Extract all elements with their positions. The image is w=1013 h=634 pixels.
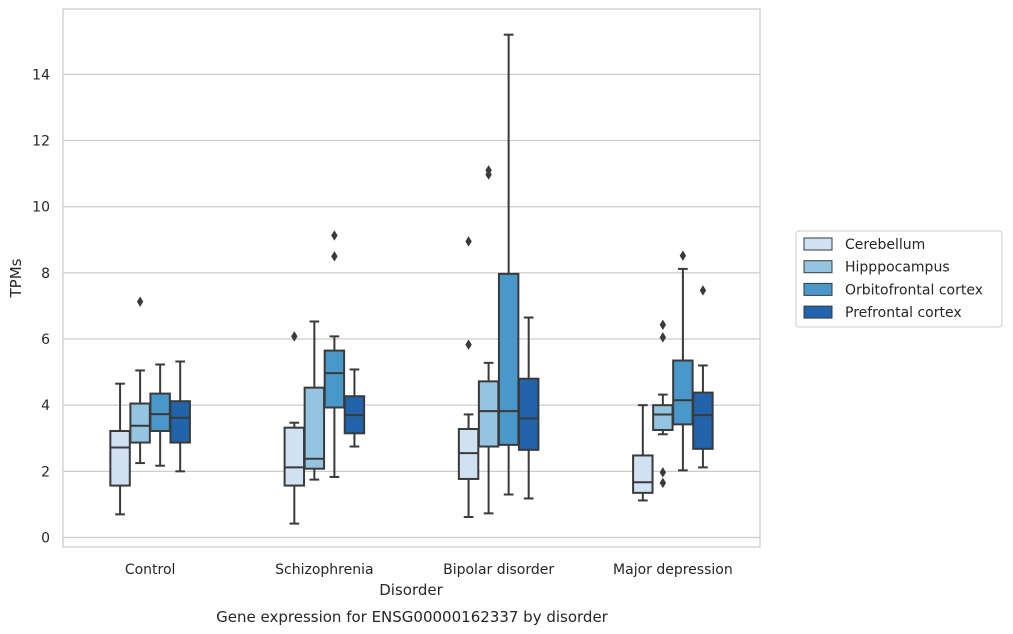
y-tick-label-12: 12 xyxy=(32,134,50,150)
y-axis-title: TPMs xyxy=(7,258,25,298)
box-2-1 xyxy=(129,296,151,465)
outlier-point xyxy=(659,477,667,489)
outlier-point xyxy=(465,236,472,247)
box-iqr xyxy=(672,359,694,426)
box-1-2 xyxy=(283,331,306,525)
box-iqr xyxy=(169,400,191,444)
box-iqr xyxy=(497,272,520,446)
y-tick-label-4: 4 xyxy=(41,398,50,414)
outlier-point xyxy=(659,319,667,330)
box-2-2 xyxy=(303,320,326,481)
box-iqr xyxy=(303,386,326,470)
outlier-point xyxy=(679,250,687,261)
box-iqr xyxy=(149,392,171,432)
x-tick-label-1: Control xyxy=(125,562,176,578)
box-4-1 xyxy=(169,360,191,473)
outlier-point xyxy=(659,467,667,478)
legend: Cerebellum Hipppocampus Orbitofrontal cort… xyxy=(795,230,1003,328)
outlier-point xyxy=(291,331,298,342)
box-iqr xyxy=(632,454,654,494)
x-tick-label-4: Major depression xyxy=(613,562,733,578)
legend-label-3: Orbitofrontal cortex xyxy=(845,282,983,298)
x-tick-label-2: Schizophrenia xyxy=(275,562,373,578)
outlier-point xyxy=(331,230,338,241)
box-iqr xyxy=(323,349,346,409)
box-1-1 xyxy=(109,382,131,516)
box-1-3 xyxy=(457,236,480,518)
box-3-4 xyxy=(672,250,694,472)
gridlines xyxy=(63,73,760,539)
box-1-4 xyxy=(632,404,654,502)
outlier-point xyxy=(485,165,492,176)
legend-swatch-1 xyxy=(803,237,833,251)
boxes xyxy=(109,33,714,525)
legend-swatch-4 xyxy=(803,305,833,319)
outlier-point xyxy=(465,339,472,350)
x-tick-label-3: Bipolar disorder xyxy=(443,562,554,578)
legend-label-4: Prefrontal cortex xyxy=(845,305,962,321)
y-tick-label-8: 8 xyxy=(41,266,50,282)
box-iqr xyxy=(283,426,306,487)
box-iqr xyxy=(652,404,674,431)
legend-frame xyxy=(795,230,1003,328)
outlier-point xyxy=(699,285,707,296)
box-iqr xyxy=(517,377,540,451)
outlier-point xyxy=(659,332,667,343)
box-iqr xyxy=(692,391,714,450)
box-iqr xyxy=(129,402,151,444)
box-3-1 xyxy=(149,363,171,467)
outlier-point xyxy=(331,251,338,262)
box-4-4 xyxy=(692,285,714,469)
box-3-2 xyxy=(323,230,346,478)
y-tick-label-14: 14 xyxy=(32,67,50,83)
y-tick-label-2: 2 xyxy=(41,464,50,480)
outlier-point xyxy=(136,296,144,307)
legend-label-2: Hipppocampus xyxy=(845,260,950,276)
chart-caption: Gene expression for ENSG00000162337 by d… xyxy=(216,608,609,626)
box-2-3 xyxy=(477,165,500,515)
y-tick-labels: 0 2 4 6 8 10 12 14 xyxy=(32,67,50,546)
y-tick-label-10: 10 xyxy=(32,200,50,216)
y-tick-label-6: 6 xyxy=(41,332,50,348)
y-tick-label-0: 0 xyxy=(41,531,50,547)
legend-swatch-2 xyxy=(803,260,833,274)
plot-area-frame xyxy=(62,8,761,548)
legend-swatch-3 xyxy=(803,282,833,296)
x-axis-title: Disorder xyxy=(379,581,443,599)
box-4-2 xyxy=(343,368,366,448)
box-iqr xyxy=(477,380,500,448)
box-3-3 xyxy=(497,33,520,496)
box-iqr xyxy=(109,429,131,487)
x-tick-labels: Control Schizophrenia Bipolar disorder Majo… xyxy=(125,562,733,578)
legend-label-1: Cerebellum xyxy=(845,237,925,253)
box-2-4 xyxy=(652,319,674,489)
box-4-3 xyxy=(517,316,540,500)
